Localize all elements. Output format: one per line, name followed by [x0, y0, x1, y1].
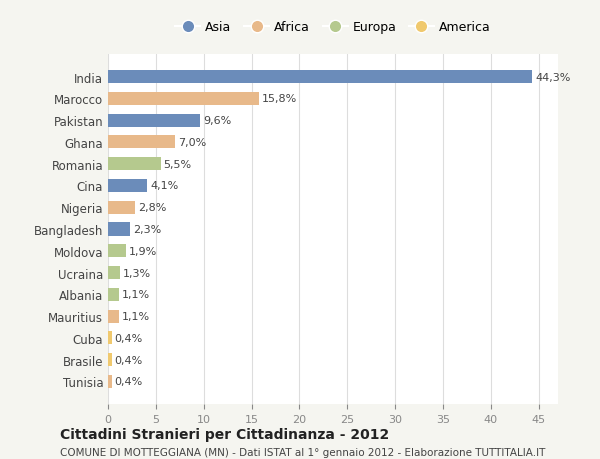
Legend: Asia, Africa, Europa, America: Asia, Africa, Europa, America [170, 16, 496, 39]
Bar [108, 114, 200, 128]
Text: 2,3%: 2,3% [133, 224, 161, 235]
Text: 44,3%: 44,3% [535, 73, 571, 83]
Bar [108, 375, 112, 388]
Bar [108, 158, 161, 171]
Text: 5,5%: 5,5% [164, 159, 191, 169]
Text: Cittadini Stranieri per Cittadinanza - 2012: Cittadini Stranieri per Cittadinanza - 2… [60, 427, 389, 441]
Text: 1,1%: 1,1% [121, 290, 149, 300]
Bar [108, 201, 135, 214]
Bar [108, 310, 119, 323]
Text: COMUNE DI MOTTEGGIANA (MN) - Dati ISTAT al 1° gennaio 2012 - Elaborazione TUTTIT: COMUNE DI MOTTEGGIANA (MN) - Dati ISTAT … [60, 447, 545, 457]
Text: 1,9%: 1,9% [129, 246, 157, 256]
Bar [108, 245, 126, 258]
Bar [108, 331, 112, 345]
Text: 1,1%: 1,1% [121, 311, 149, 321]
Bar [108, 179, 147, 193]
Text: 9,6%: 9,6% [203, 116, 231, 126]
Text: 1,3%: 1,3% [124, 268, 151, 278]
Bar [108, 93, 259, 106]
Bar [108, 266, 121, 280]
Text: 2,8%: 2,8% [137, 203, 166, 213]
Text: 0,4%: 0,4% [115, 333, 143, 343]
Bar [108, 288, 119, 301]
Text: 15,8%: 15,8% [262, 94, 298, 104]
Text: 7,0%: 7,0% [178, 138, 206, 148]
Text: 0,4%: 0,4% [115, 355, 143, 365]
Bar [108, 223, 130, 236]
Text: 4,1%: 4,1% [150, 181, 178, 191]
Text: 0,4%: 0,4% [115, 376, 143, 386]
Bar [108, 353, 112, 366]
Bar [108, 136, 175, 149]
Bar [108, 71, 532, 84]
